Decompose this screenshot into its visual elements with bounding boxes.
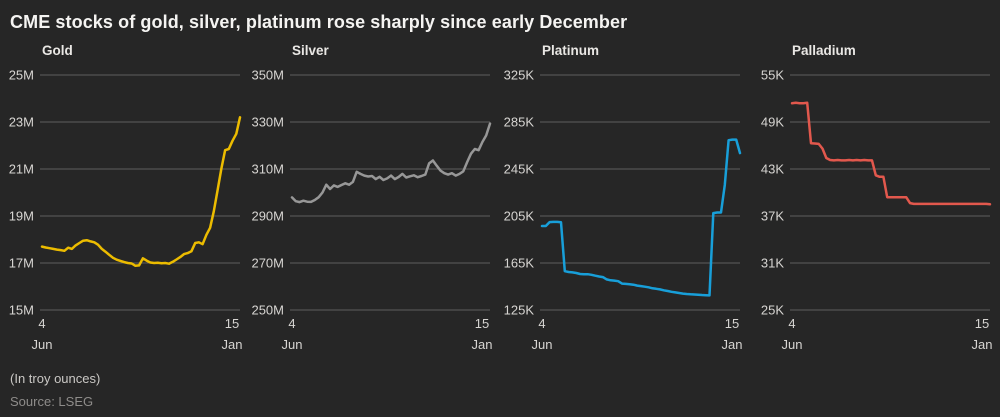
svg-text:4: 4 (538, 316, 545, 331)
svg-text:165K: 165K (504, 256, 535, 271)
svg-text:19M: 19M (9, 209, 34, 224)
svg-text:Jan: Jan (222, 337, 243, 352)
svg-text:15: 15 (975, 316, 989, 331)
svg-text:205K: 205K (504, 209, 535, 224)
svg-text:125K: 125K (504, 303, 535, 318)
chart-panel-platinum: Platinum 325K 285K 245K 205K 165K 125K 4 Jun 15 J… (500, 43, 750, 355)
svg-text:4: 4 (788, 316, 795, 331)
svg-text:Jun: Jun (532, 337, 553, 352)
palladium-line-chart: 55K 49K 43K 37K 31K 25K 4 Jun 15 Jan (761, 68, 993, 353)
panel-title-palladium: Palladium (792, 43, 856, 58)
svg-text:290M: 290M (251, 209, 284, 224)
svg-text:4: 4 (38, 316, 45, 331)
source-credit: Source: LSEG (10, 394, 94, 409)
svg-text:37K: 37K (761, 209, 784, 224)
gold-line-chart: 25M 23M 21M 19M 17M 15M 4 Jun 15 Jan (9, 68, 243, 353)
svg-text:285K: 285K (504, 115, 535, 130)
svg-text:25M: 25M (9, 68, 34, 83)
chart-title: CME stocks of gold, silver, platinum ros… (10, 12, 628, 32)
svg-text:43K: 43K (761, 162, 784, 177)
svg-text:25K: 25K (761, 303, 784, 318)
svg-text:325K: 325K (504, 68, 535, 83)
svg-text:245K: 245K (504, 162, 535, 177)
panel-title-silver: Silver (292, 43, 329, 58)
svg-text:55K: 55K (761, 68, 784, 83)
svg-text:31K: 31K (761, 256, 784, 271)
svg-text:Jan: Jan (472, 337, 493, 352)
units-note: (In troy ounces) (10, 371, 101, 386)
svg-text:330M: 330M (251, 115, 284, 130)
svg-text:15M: 15M (9, 303, 34, 318)
svg-text:350M: 350M (251, 68, 284, 83)
svg-text:15: 15 (225, 316, 239, 331)
chart-panel-silver: Silver 350M 330M 310M 290M 270M 250M 4 Jun 15 Jan (250, 43, 500, 355)
svg-text:Jun: Jun (782, 337, 803, 352)
svg-text:250M: 250M (251, 303, 284, 318)
panel-title-gold: Gold (42, 43, 73, 58)
svg-text:310M: 310M (251, 162, 284, 177)
chart-panel-gold: Gold 25M 23M 21M 19M 17M 15M 4 Jun 15 Jan (0, 43, 250, 355)
svg-text:15: 15 (725, 316, 739, 331)
chart-panel-palladium: Palladium 55K 49K 43K 37K 31K 25K 4 Jun 15 Jan (750, 43, 1000, 355)
svg-text:23M: 23M (9, 115, 34, 130)
svg-text:49K: 49K (761, 115, 784, 130)
svg-text:21M: 21M (9, 162, 34, 177)
svg-text:Jan: Jan (972, 337, 993, 352)
svg-text:Jun: Jun (282, 337, 303, 352)
svg-text:4: 4 (288, 316, 295, 331)
svg-text:17M: 17M (9, 256, 34, 271)
svg-text:Jan: Jan (722, 337, 743, 352)
chart-footer: (In troy ounces) Source: LSEG (0, 371, 1000, 409)
silver-line-chart: 350M 330M 310M 290M 270M 250M 4 Jun 15 Jan (251, 68, 493, 353)
svg-text:15: 15 (475, 316, 489, 331)
chart-row: Gold 25M 23M 21M 19M 17M 15M 4 Jun 15 Jan Silver … (0, 43, 1000, 355)
svg-text:Jun: Jun (32, 337, 53, 352)
svg-text:270M: 270M (251, 256, 284, 271)
panel-title-platinum: Platinum (542, 43, 600, 58)
